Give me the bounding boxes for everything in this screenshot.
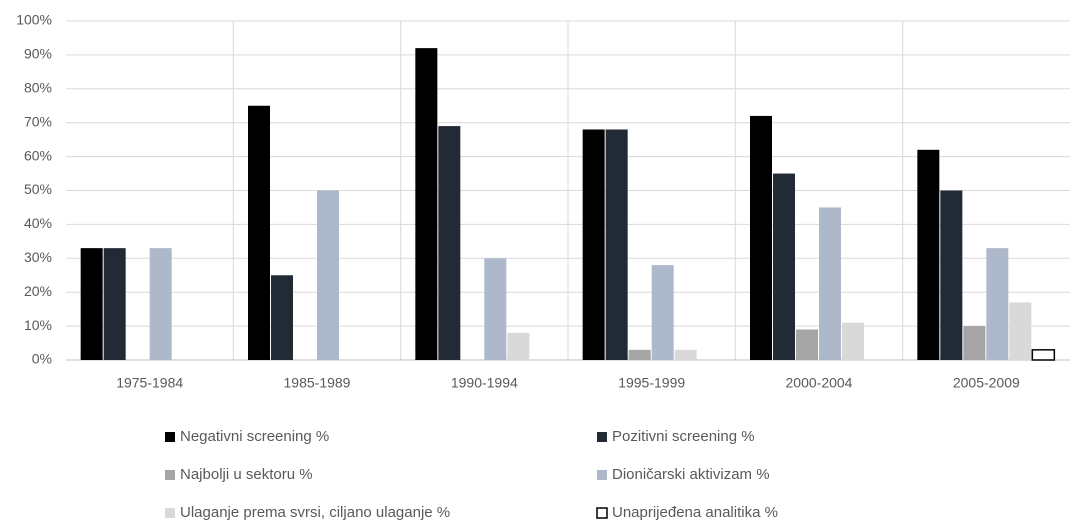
bar xyxy=(149,248,172,360)
y-tick-label: 40% xyxy=(24,215,52,231)
bar xyxy=(796,329,818,360)
x-tick-label: 1990-1994 xyxy=(451,375,518,391)
x-tick-label: 2005-2009 xyxy=(953,375,1020,391)
legend-swatch xyxy=(597,432,607,442)
legend-label: Unaprijeđena analitika % xyxy=(612,504,778,521)
y-tick-label: 30% xyxy=(24,249,52,265)
legend-label: Dioničarski aktivizam % xyxy=(612,466,770,483)
x-tick-label: 1975-1984 xyxy=(116,375,183,391)
y-tick-label: 80% xyxy=(24,80,52,96)
bar xyxy=(819,207,841,360)
bar xyxy=(773,173,795,360)
bar xyxy=(986,248,1009,360)
bar xyxy=(1009,302,1032,360)
bar xyxy=(674,349,697,360)
legend-label: Pozitivni screening % xyxy=(612,428,755,445)
bar xyxy=(582,129,605,360)
bar xyxy=(248,105,270,360)
bar xyxy=(271,275,293,360)
y-tick-label: 90% xyxy=(24,46,52,62)
bar xyxy=(438,126,461,360)
bar xyxy=(605,129,628,360)
x-tick-label: 1995-1999 xyxy=(618,375,685,391)
bar xyxy=(628,349,651,360)
y-tick-label: 100% xyxy=(16,12,52,28)
bar xyxy=(963,326,986,360)
bar xyxy=(1031,349,1056,361)
x-tick-label: 1985-1989 xyxy=(284,375,351,391)
bar xyxy=(651,265,674,360)
legend-swatch xyxy=(165,508,175,518)
y-tick-label: 0% xyxy=(32,351,52,367)
bar xyxy=(415,48,438,361)
x-tick-label: 2000-2004 xyxy=(786,375,853,391)
bar xyxy=(317,190,339,360)
legend-label: Ulaganje prema svrsi, ciljano ulaganje % xyxy=(180,504,450,521)
legend-label: Negativni screening % xyxy=(180,428,329,445)
bar xyxy=(80,248,103,360)
bar xyxy=(842,322,864,360)
y-tick-label: 60% xyxy=(24,147,52,163)
bar xyxy=(103,248,126,360)
bar xyxy=(507,332,530,360)
bar xyxy=(484,258,507,360)
legend-swatch xyxy=(597,470,607,480)
bar xyxy=(917,149,940,360)
y-tick-label: 20% xyxy=(24,283,52,299)
legend-swatch xyxy=(165,470,175,480)
bar xyxy=(750,115,772,360)
legend-swatch xyxy=(596,507,608,519)
y-tick-label: 70% xyxy=(24,113,52,129)
bar xyxy=(940,190,963,360)
y-tick-label: 10% xyxy=(24,317,52,333)
legend-swatch xyxy=(165,432,175,442)
y-tick-label: 50% xyxy=(24,181,52,197)
legend-label: Najbolji u sektoru % xyxy=(180,466,313,483)
